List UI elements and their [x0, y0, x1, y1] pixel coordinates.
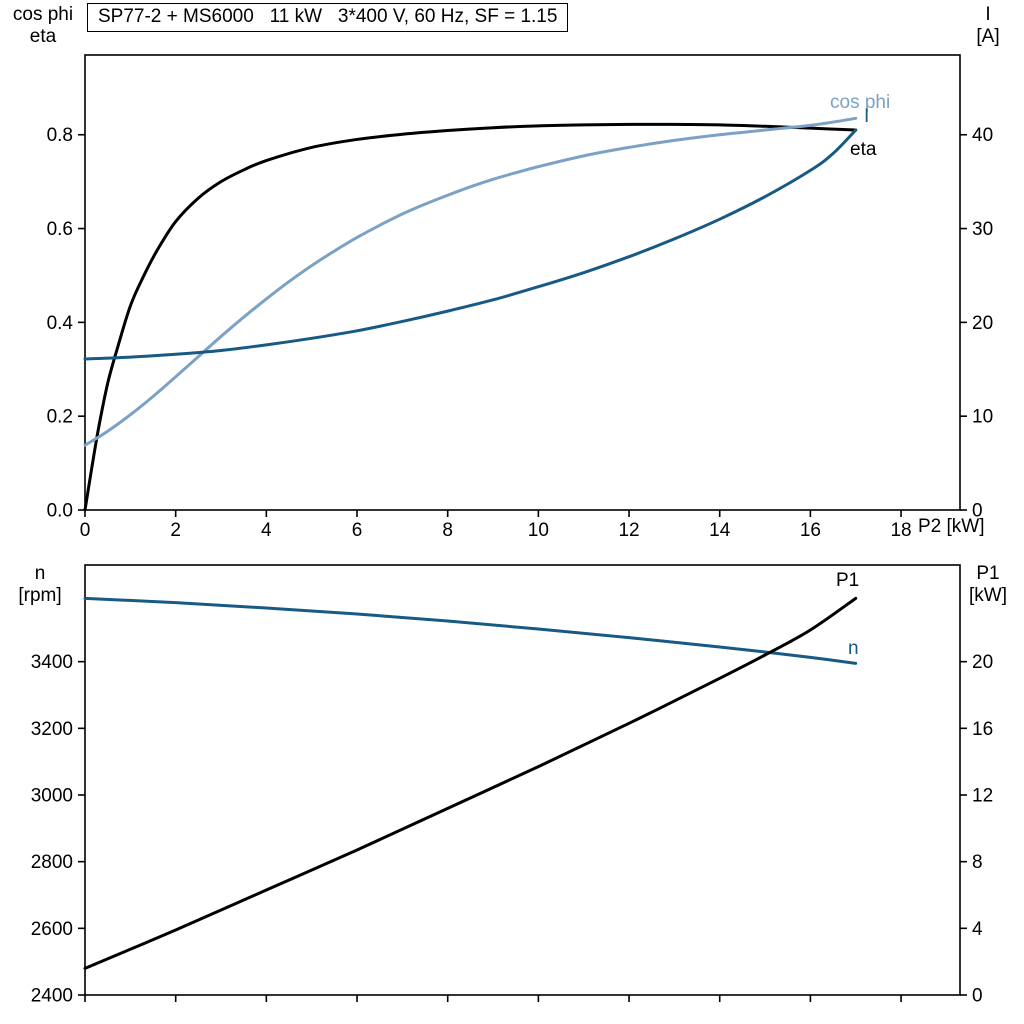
right-axis-tick-label: 16	[972, 719, 993, 740]
left-axis-tick-label: 0.0	[47, 501, 73, 522]
left-axis-title-line-eta: eta	[29, 26, 57, 47]
curve-speed-n	[83, 596, 858, 665]
x-axis-tick-label: 16	[800, 520, 821, 541]
curve-label-cos-phi: cos phi	[830, 92, 891, 113]
curve-label-input-power-p1: P1	[836, 570, 860, 591]
x-axis-tick-label: 18	[890, 520, 911, 541]
right-axis-title-line-current: I	[985, 4, 991, 25]
x-axis-tick-label: 10	[528, 520, 549, 541]
curve-label-current: I	[864, 106, 870, 127]
bottom-chart-left-axis-title: n [rpm]	[2, 563, 78, 607]
curve-input-power-p1	[83, 596, 858, 970]
bottom-chart-right-axis-title: P1 [kW]	[956, 563, 1020, 607]
x-axis-title: P2 [kW]	[918, 516, 985, 537]
left-axis-tick-label: 3400	[31, 652, 73, 673]
top-chart-right-axis-title: I [A]	[960, 4, 1016, 48]
right-axis-tick-label: 30	[972, 219, 993, 240]
plot-border	[84, 564, 961, 996]
left-axis-tick-label: 0.4	[47, 313, 74, 334]
left-axis-title-line-cos-phi: cos phi	[12, 4, 74, 25]
right-axis-tick-label: 0	[972, 986, 983, 1007]
right-axis-title-line-kw-unit: [kW]	[969, 585, 1007, 606]
plot-border	[84, 54, 961, 511]
left-axis-tick-label: 2400	[31, 986, 73, 1007]
left-axis-tick-label: 2600	[31, 919, 73, 940]
chart-title: SP77-2 + MS6000 11 kW 3*400 V, 60 Hz, SF…	[87, 3, 569, 32]
curve-current	[83, 128, 858, 361]
curve-cos-phi	[83, 116, 858, 447]
x-axis-tick-label: 4	[261, 520, 272, 541]
left-axis-tick-label: 3200	[31, 719, 73, 740]
right-axis-tick-label: 12	[972, 786, 993, 807]
left-axis-tick-label: 3000	[31, 786, 73, 807]
left-axis-tick-label: 2800	[31, 852, 73, 873]
curve-label-eta: eta	[850, 139, 877, 160]
motor-speed-power-chart: 2400 2600 2800 3000 3200 3400 0 4 8 12 16 20	[31, 564, 993, 1007]
curve-label-speed-n: n	[848, 638, 859, 659]
left-axis-title-line-rpm-unit: [rpm]	[18, 585, 62, 606]
motor-electrical-chart: 0 2 4 6 8 10 12 14 16 18 0.0 0.2 0.4 0.6 0.8 0 10 20 30 40	[47, 54, 993, 541]
x-axis-tick-label: 14	[709, 520, 731, 541]
x-axis-tick-label: 6	[352, 520, 363, 541]
x-axis-tick-label: 2	[170, 520, 181, 541]
right-axis-tick-label: 10	[972, 407, 993, 428]
left-axis-tick-label: 0.8	[47, 125, 73, 146]
right-axis-tick-label: 4	[972, 919, 983, 940]
x-axis-tick-label: 0	[80, 520, 91, 541]
right-axis-title-line-p1: P1	[976, 563, 1000, 584]
left-axis-tick-label: 0.6	[47, 219, 73, 240]
x-axis-tick-label: 8	[442, 520, 453, 541]
left-axis-tick-label: 0.2	[47, 407, 73, 428]
left-axis-title-line-n: n	[34, 563, 46, 584]
x-axis-tick-label: 12	[618, 520, 639, 541]
curve-eta	[83, 122, 858, 512]
right-axis-tick-label: 0	[972, 501, 983, 522]
top-chart-left-axis-title: cos phi eta	[6, 4, 80, 48]
right-axis-tick-label: 20	[972, 652, 993, 673]
right-axis-title-line-ampere-unit: [A]	[976, 26, 1000, 47]
right-axis-tick-label: 20	[972, 313, 993, 334]
right-axis-tick-label: 8	[972, 852, 983, 873]
right-axis-tick-label: 40	[972, 125, 993, 146]
